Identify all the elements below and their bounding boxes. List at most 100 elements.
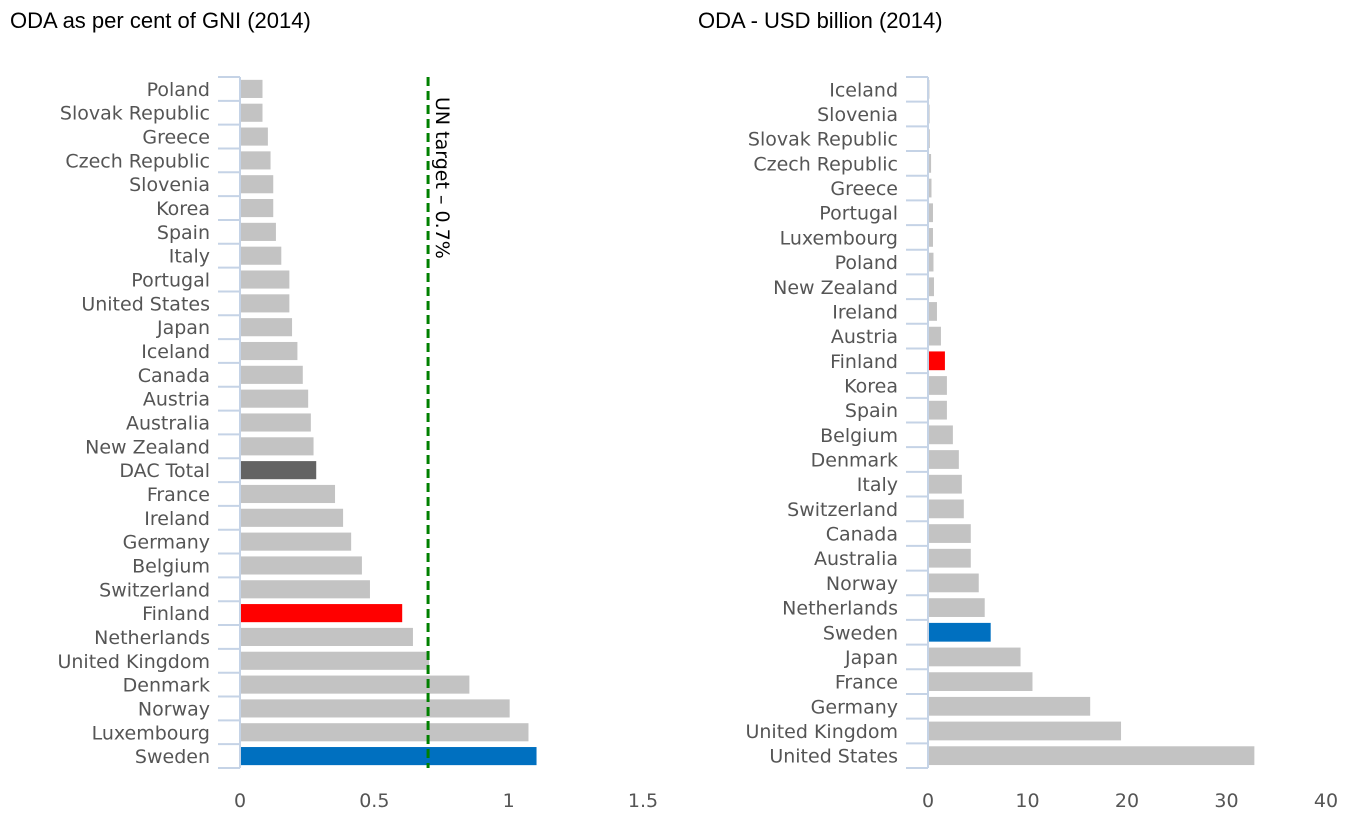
usd-category-label: Canada bbox=[826, 524, 898, 546]
usd-bar-korea bbox=[929, 376, 947, 395]
gni-bar-italy bbox=[241, 246, 282, 265]
gni-category-label: Denmark bbox=[123, 675, 210, 697]
gni-bar-slovenia bbox=[241, 175, 274, 194]
gni-bar-germany bbox=[241, 532, 352, 551]
usd-category-label: Czech Republic bbox=[753, 153, 898, 175]
un-target-label: UN target – 0.7% bbox=[431, 97, 453, 259]
gni-bar-denmark bbox=[241, 675, 470, 694]
gni-bar-norway bbox=[241, 699, 510, 718]
usd-bar-luxembourg bbox=[929, 228, 933, 247]
usd-category-label: Denmark bbox=[811, 450, 898, 472]
gni-category-label: Spain bbox=[157, 222, 210, 244]
gni-bar-switzerland bbox=[241, 580, 370, 599]
gni-bar-new-zealand bbox=[241, 437, 314, 456]
usd-category-label: Switzerland bbox=[787, 499, 898, 521]
gni-x-tick-label: 1 bbox=[503, 790, 515, 812]
gni-category-label: France bbox=[147, 484, 210, 506]
gni-bar-ireland bbox=[241, 508, 344, 527]
usd-bar-united-states bbox=[929, 746, 1255, 766]
usd-category-label: Korea bbox=[844, 375, 898, 397]
gni-bar-korea bbox=[241, 198, 274, 218]
usd-x-tick-label: 0 bbox=[922, 790, 934, 812]
gni-category-label: Austria bbox=[143, 389, 210, 411]
usd-category-label: Greece bbox=[830, 178, 898, 200]
gni-category-label: Belgium bbox=[132, 555, 210, 577]
usd-category-label: Japan bbox=[844, 647, 898, 669]
usd-bar-germany bbox=[929, 696, 1091, 716]
usd-category-label: France bbox=[835, 672, 898, 694]
gni-x-tick-label: 0 bbox=[234, 790, 246, 812]
usd-category-label: Italy bbox=[857, 474, 898, 496]
usd-category-label: Netherlands bbox=[782, 598, 898, 620]
usd-category-label: Norway bbox=[826, 573, 898, 595]
usd-category-label: Ireland bbox=[832, 301, 898, 323]
usd-category-label: United States bbox=[769, 746, 898, 768]
gni-category-label: Luxembourg bbox=[92, 722, 210, 744]
usd-bar-spain bbox=[929, 400, 947, 420]
gni-bar-spain bbox=[241, 222, 276, 241]
usd-category-label: Finland bbox=[830, 351, 898, 373]
gni-category-label: Iceland bbox=[141, 341, 210, 363]
gni-bar-japan bbox=[241, 318, 293, 337]
gni-category-label: Greece bbox=[142, 127, 210, 149]
gni-category-label: Netherlands bbox=[94, 627, 210, 649]
gni-x-tick-label: 1.5 bbox=[628, 790, 658, 812]
usd-category-label: Spain bbox=[845, 400, 898, 422]
usd-bar-czech-republic bbox=[929, 153, 932, 173]
usd-bar-united-kingdom bbox=[929, 721, 1122, 741]
usd-bar-france bbox=[929, 672, 1033, 692]
usd-x-tick-label: 20 bbox=[1115, 790, 1139, 812]
usd-bar-belgium bbox=[929, 425, 953, 445]
usd-bar-ireland bbox=[929, 302, 937, 321]
usd-bar-austria bbox=[929, 326, 941, 346]
usd-bar-australia bbox=[929, 548, 971, 568]
gni-category-label: Germany bbox=[123, 532, 210, 554]
gni-category-label: Japan bbox=[156, 317, 210, 339]
usd-x-tick-label: 30 bbox=[1214, 790, 1238, 812]
usd-category-label: Portugal bbox=[819, 203, 898, 225]
usd-bar-netherlands bbox=[929, 598, 985, 617]
gni-bar-united-states bbox=[241, 294, 290, 313]
usd-x-tick-label: 40 bbox=[1314, 790, 1338, 812]
usd-bar-poland bbox=[929, 252, 934, 272]
gni-bar-austria bbox=[241, 389, 309, 408]
usd-bar-slovenia bbox=[929, 104, 930, 124]
usd-bar-new-zealand bbox=[929, 277, 934, 297]
usd-bar-portugal bbox=[929, 203, 933, 223]
gni-category-label: United States bbox=[81, 293, 210, 315]
usd-bar-italy bbox=[929, 474, 962, 494]
usd-category-label: United Kingdom bbox=[745, 721, 898, 743]
gni-category-label: Portugal bbox=[131, 270, 210, 292]
gni-bar-portugal bbox=[241, 270, 290, 289]
gni-bar-australia bbox=[241, 413, 311, 432]
gni-category-label: Italy bbox=[169, 246, 210, 268]
gni-category-label: Korea bbox=[156, 198, 210, 220]
usd-x-tick-label: 10 bbox=[1015, 790, 1039, 812]
gni-bar-finland bbox=[241, 604, 403, 623]
usd-category-label: New Zealand bbox=[773, 277, 898, 299]
gni-category-label: DAC Total bbox=[119, 460, 210, 482]
usd-category-label: Slovenia bbox=[817, 104, 898, 126]
usd-bar-japan bbox=[929, 647, 1021, 667]
usd-bar-sweden bbox=[929, 622, 991, 642]
usd-bar-norway bbox=[929, 573, 979, 593]
gni-bar-poland bbox=[241, 79, 263, 98]
gni-category-label: Poland bbox=[147, 79, 210, 101]
usd-bar-switzerland bbox=[929, 499, 964, 519]
gni-category-label: Slovak Republic bbox=[60, 103, 210, 125]
usd-category-label: Poland bbox=[835, 252, 898, 274]
gni-category-label: Ireland bbox=[144, 508, 210, 530]
gni-category-label: Australia bbox=[126, 413, 210, 435]
usd-category-label: Austria bbox=[831, 326, 898, 348]
gni-category-label: Switzerland bbox=[99, 579, 210, 601]
gni-bar-sweden bbox=[241, 747, 537, 766]
chart-title-usd: ODA - USD billion (2014) bbox=[698, 8, 943, 33]
gni-category-label: Canada bbox=[138, 365, 210, 387]
gni-bar-dac-total bbox=[241, 461, 317, 480]
usd-category-label: Luxembourg bbox=[780, 227, 898, 249]
usd-category-label: Australia bbox=[814, 548, 898, 570]
usd-bar-greece bbox=[929, 178, 932, 198]
usd-category-label: Germany bbox=[811, 696, 898, 718]
usd-bar-canada bbox=[929, 524, 971, 543]
